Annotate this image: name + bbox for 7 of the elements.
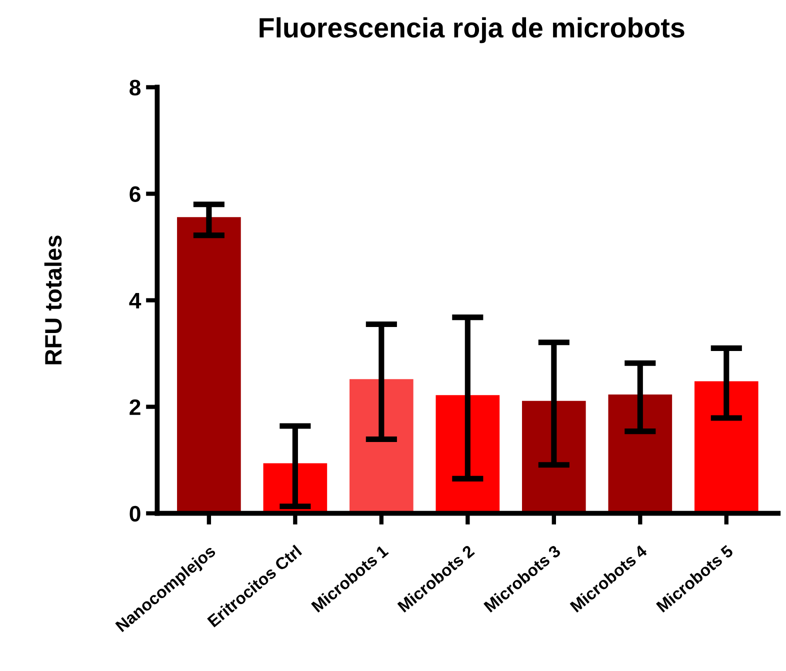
chart-title: Fluorescencia roja de microbots xyxy=(260,17,684,44)
y-tick-label: 6 xyxy=(130,186,140,202)
y-tick-label: 0 xyxy=(130,506,140,522)
y-tick-label: 2 xyxy=(130,399,140,415)
y-tick-label: 8 xyxy=(130,80,141,96)
y-axis-title: RFU totales xyxy=(44,236,62,364)
y-tick-label: 4 xyxy=(129,293,142,308)
